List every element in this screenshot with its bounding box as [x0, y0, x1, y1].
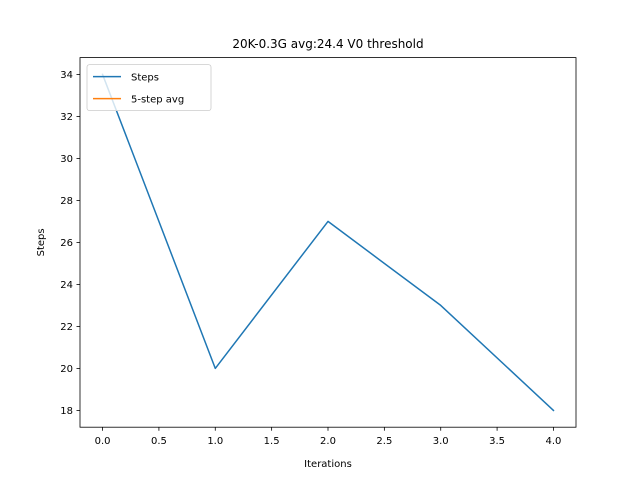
x-tick-label: 2.5 [376, 436, 392, 447]
x-tick-label: 1.0 [207, 436, 223, 447]
y-tick-label: 34 [60, 70, 73, 81]
y-tick-label: 32 [60, 112, 73, 123]
x-tick-label: 0.0 [95, 436, 111, 447]
x-tick-label: 2.0 [320, 436, 336, 447]
plot-area [80, 57, 576, 428]
x-tick-label: 1.5 [264, 436, 280, 447]
legend: Steps 5-step avg [86, 64, 212, 111]
y-tick-label: 24 [60, 280, 73, 291]
plot-frame [80, 57, 576, 428]
y-tick-label: 20 [60, 364, 73, 375]
legend-entry-label: 5-step avg [131, 95, 184, 106]
chart-title: 20K-0.3G avg:24.4 V0 threshold [232, 37, 423, 51]
x-axis-label: Iterations [304, 459, 352, 470]
x-tick-label: 4.0 [546, 436, 562, 447]
x-tick-label: 3.0 [433, 436, 449, 447]
x-tick-label: 3.5 [489, 436, 505, 447]
y-tick-label: 28 [60, 196, 73, 207]
axes-layer: 0.0 0.5 1.0 1.5 2.0 2.5 3.0 3.5 4.0 18 20 22 24 26 28 3… [60, 57, 577, 447]
legend-entry-label: Steps [131, 73, 159, 84]
y-tick-label: 18 [60, 406, 73, 417]
y-tick-label: 22 [60, 322, 73, 333]
y-tick-label: 26 [60, 238, 73, 249]
x-tick-label: 0.5 [151, 436, 167, 447]
y-axis-label: Steps [36, 228, 47, 256]
y-tick-label: 30 [60, 154, 73, 165]
